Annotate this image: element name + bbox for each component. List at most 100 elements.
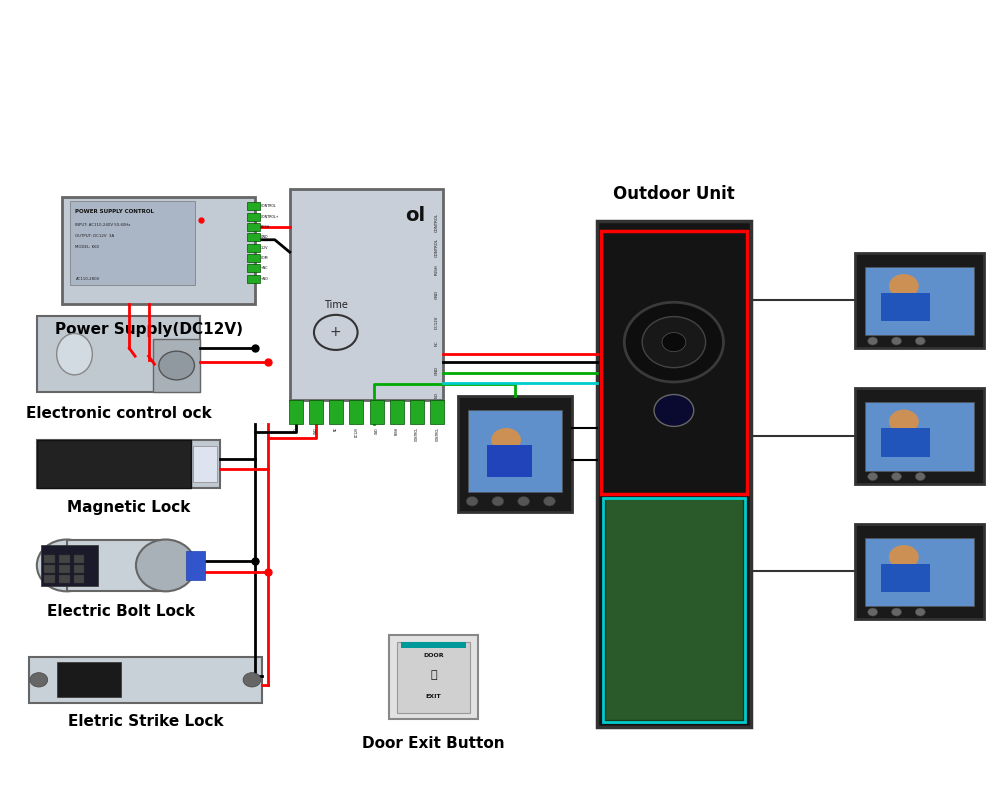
Circle shape xyxy=(159,351,194,380)
Text: +: + xyxy=(330,326,342,339)
Text: Outdoor Unit: Outdoor Unit xyxy=(613,185,735,203)
Circle shape xyxy=(892,608,901,616)
Bar xyxy=(309,400,323,424)
Text: MODEL: K60: MODEL: K60 xyxy=(75,245,99,249)
Bar xyxy=(370,400,384,424)
Bar xyxy=(397,642,470,713)
Text: +NC: +NC xyxy=(261,266,268,270)
Bar xyxy=(37,316,200,392)
Bar xyxy=(487,445,532,477)
Text: CONTROL: CONTROL xyxy=(434,238,438,258)
Text: GND: GND xyxy=(375,427,379,434)
Bar xyxy=(597,221,751,727)
Circle shape xyxy=(518,497,530,506)
Circle shape xyxy=(889,410,919,434)
Text: NO: NO xyxy=(434,392,438,398)
Bar xyxy=(390,400,404,424)
Bar xyxy=(410,400,424,424)
Bar xyxy=(29,657,262,703)
Ellipse shape xyxy=(37,539,96,591)
Bar xyxy=(401,642,466,648)
Bar xyxy=(41,545,98,586)
Text: GND: GND xyxy=(434,366,438,375)
Text: ⚿: ⚿ xyxy=(430,670,437,680)
Circle shape xyxy=(892,473,901,481)
Circle shape xyxy=(642,317,706,368)
Ellipse shape xyxy=(57,334,92,375)
Circle shape xyxy=(915,608,925,616)
Text: DC12V: DC12V xyxy=(354,427,358,437)
Text: GND: GND xyxy=(314,427,318,434)
Bar xyxy=(186,551,205,580)
Bar xyxy=(62,197,255,304)
Bar xyxy=(247,213,260,221)
Bar xyxy=(430,400,444,424)
Bar xyxy=(605,498,743,721)
Text: DOOR: DOOR xyxy=(423,653,444,658)
Circle shape xyxy=(915,473,925,481)
Circle shape xyxy=(491,428,521,452)
Circle shape xyxy=(868,337,878,345)
Bar xyxy=(67,539,168,591)
Bar xyxy=(349,400,363,424)
Text: NC: NC xyxy=(434,341,438,346)
Bar xyxy=(44,554,55,562)
Text: CONTROL: CONTROL xyxy=(434,213,438,232)
Text: EXIT: EXIT xyxy=(426,694,441,698)
Circle shape xyxy=(30,673,48,687)
Text: NC: NC xyxy=(334,427,338,431)
Text: CONTROL: CONTROL xyxy=(435,427,439,442)
Circle shape xyxy=(243,673,261,687)
Text: +NO: +NO xyxy=(261,277,269,281)
Circle shape xyxy=(889,545,919,569)
Bar xyxy=(37,440,191,488)
Text: Power Supply(DC12V): Power Supply(DC12V) xyxy=(55,322,243,337)
Bar xyxy=(468,410,562,492)
Bar xyxy=(247,202,260,210)
Text: Time: Time xyxy=(324,300,348,310)
Circle shape xyxy=(543,497,555,506)
Circle shape xyxy=(892,337,901,345)
Bar xyxy=(855,388,984,484)
Bar xyxy=(193,446,217,482)
Bar xyxy=(603,498,745,722)
Circle shape xyxy=(889,274,919,298)
Bar xyxy=(329,400,343,424)
Bar xyxy=(247,254,260,262)
Text: OUTPUT: DC12V  3A: OUTPUT: DC12V 3A xyxy=(75,234,115,238)
Circle shape xyxy=(868,473,878,481)
Bar xyxy=(865,538,974,606)
Text: GND: GND xyxy=(261,235,269,239)
Text: ol: ol xyxy=(405,206,426,226)
Bar xyxy=(59,554,70,562)
Circle shape xyxy=(466,497,478,506)
Circle shape xyxy=(624,302,723,382)
Text: NO: NO xyxy=(294,427,298,432)
Text: Electric Bolt Lock: Electric Bolt Lock xyxy=(47,604,195,619)
Circle shape xyxy=(868,608,878,616)
Circle shape xyxy=(915,337,925,345)
Bar xyxy=(37,440,220,488)
Bar xyxy=(70,201,195,285)
Text: CONTROL: CONTROL xyxy=(415,427,419,442)
Text: CONTROL: CONTROL xyxy=(261,204,277,208)
Bar xyxy=(881,564,930,593)
Bar xyxy=(865,267,974,335)
Text: POWER SUPPLY CONTROL: POWER SUPPLY CONTROL xyxy=(75,210,154,214)
Bar xyxy=(881,293,930,322)
Text: COM: COM xyxy=(261,256,268,260)
Text: Door Exit Button: Door Exit Button xyxy=(362,737,505,751)
Bar xyxy=(389,635,478,719)
Bar xyxy=(247,265,260,273)
Bar xyxy=(59,565,70,573)
Bar xyxy=(74,575,84,583)
Text: Electronic control ock: Electronic control ock xyxy=(26,406,211,422)
Bar xyxy=(74,565,84,573)
Bar xyxy=(855,523,984,619)
Ellipse shape xyxy=(136,539,195,591)
Circle shape xyxy=(662,333,686,352)
Text: CONTROL+: CONTROL+ xyxy=(261,214,279,218)
Bar xyxy=(57,662,121,698)
Bar xyxy=(601,230,747,494)
Bar xyxy=(153,339,200,392)
